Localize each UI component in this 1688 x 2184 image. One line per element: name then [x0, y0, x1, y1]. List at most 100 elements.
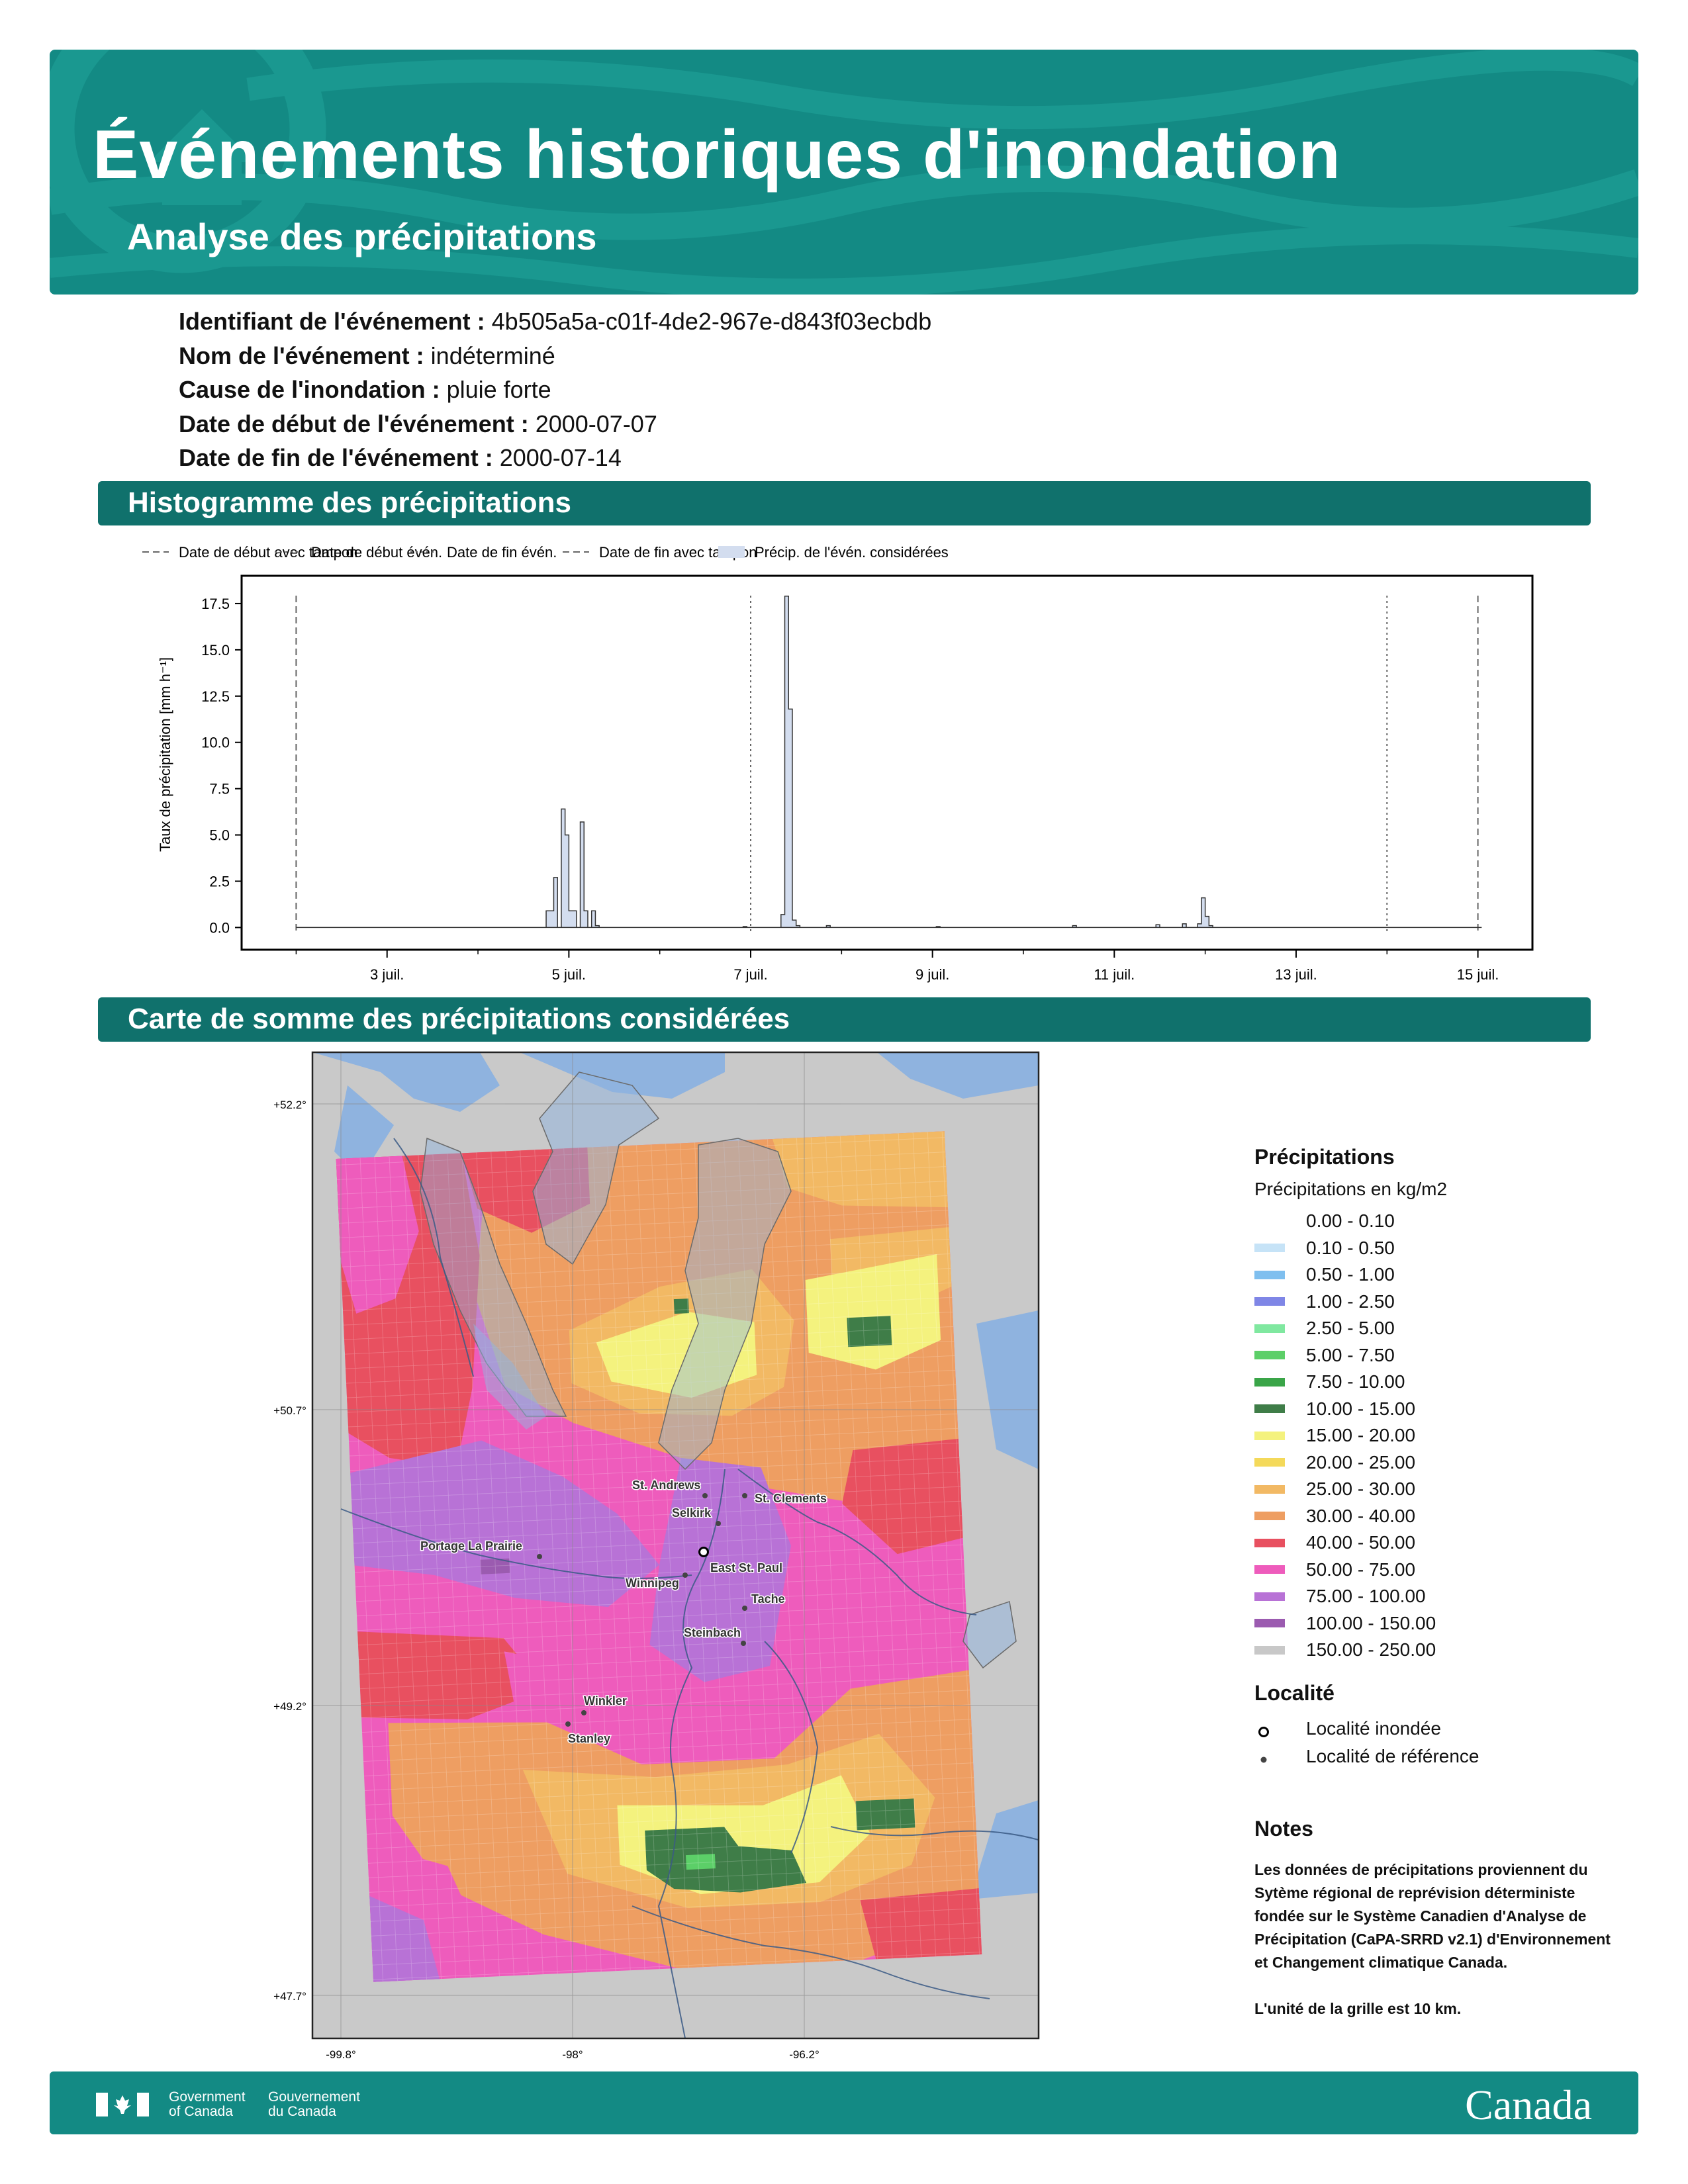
- lat-label: +52.2°: [273, 1099, 306, 1111]
- legend-item: 2.50 - 5.00: [1254, 1315, 1447, 1342]
- flood-cause-label: Cause de l'inondation :: [179, 376, 440, 403]
- flood-cause-row: Cause de l'inondation : pluie forte: [179, 373, 931, 407]
- flooded-place-marker: [698, 1547, 709, 1557]
- legend-item: 0.50 - 1.00: [1254, 1261, 1447, 1289]
- plot-frame: [240, 574, 1534, 951]
- reference-marker-icon: [1254, 1750, 1306, 1763]
- legend-item: 150.00 - 250.00: [1254, 1637, 1447, 1664]
- legend-item-label: 5.00 - 7.50: [1306, 1344, 1395, 1365]
- notes-text: Les données de précipitations proviennen…: [1254, 1861, 1611, 1971]
- legend-item-label: 10.00 - 15.00: [1306, 1398, 1416, 1419]
- legend-item: 30.00 - 40.00: [1254, 1503, 1447, 1530]
- legend-item-label: 40.00 - 50.00: [1306, 1532, 1416, 1553]
- legend-swatch: [1254, 1565, 1285, 1574]
- reference-place-marker: [741, 1641, 746, 1646]
- y-tick-label: 7.5: [209, 781, 230, 797]
- page-title: Événements historiques d'inondation: [93, 116, 1341, 193]
- legend-item: 100.00 - 150.00: [1254, 1610, 1447, 1637]
- legend-item: 1.00 - 2.50: [1254, 1289, 1447, 1316]
- legend-item: 15.00 - 20.00: [1254, 1422, 1447, 1449]
- legend-item-label: 0.00 - 0.10: [1306, 1210, 1395, 1232]
- reference-place-marker: [702, 1493, 708, 1498]
- histogram-section-header: Histogramme des précipitations: [98, 481, 1591, 525]
- page-subtitle: Analyse des précipitations: [127, 216, 597, 257]
- y-axis-label: Taux de précipitation [mm h⁻¹]: [157, 657, 173, 852]
- precipitation-map: St. Andrews St. Clements Selkirk Portage La…: [273, 1051, 1040, 2061]
- legend-subtitle: Précipitations en kg/m2: [1254, 1179, 1448, 1199]
- legend-label: Date de début avec tampon: [179, 544, 357, 561]
- legend-item-label: 1.00 - 2.50: [1306, 1291, 1395, 1312]
- x-tick-label: 3 juil.: [370, 966, 404, 983]
- canada-wordmark: Canada: [1465, 2081, 1592, 2128]
- x-tick-label: 7 juil.: [733, 966, 767, 983]
- legend-item-label: 75.00 - 100.00: [1306, 1586, 1426, 1607]
- x-tick-label: 13 juil.: [1275, 966, 1317, 983]
- legend-swatch: [1254, 1216, 1285, 1226]
- legend-swatch: [1254, 1297, 1285, 1306]
- legend-swatch: [1254, 1377, 1285, 1387]
- legend-label: Date de fin évén.: [447, 544, 557, 561]
- place-label: Steinbach: [684, 1626, 741, 1639]
- legend-item: 0.00 - 0.10: [1254, 1208, 1447, 1235]
- place-label: Selkirk: [672, 1506, 712, 1520]
- reference-place-marker: [565, 1721, 571, 1727]
- notes-grid-unit: L'unité de la grille est 10 km.: [1254, 2000, 1462, 2017]
- legend-items: 0.00 - 0.10 0.10 - 0.50 0.50 - 1.00 1.00 - …: [1254, 1208, 1447, 1664]
- histogram-bars: [295, 596, 1482, 933]
- precipitation-legend: Précipitations Précipitations en kg/m2 0…: [1254, 1145, 1447, 1664]
- event-id-label: Identifiant de l'événement :: [179, 308, 485, 335]
- map-places: St. Andrews St. Clements Selkirk Portage La…: [420, 1478, 828, 1747]
- event-name-value: indéterminé: [430, 341, 555, 369]
- legend-item-label: 100.00 - 150.00: [1306, 1612, 1436, 1633]
- header-banner: Événements historiques d'inondation Anal…: [50, 50, 1638, 295]
- legend-item-label: 0.10 - 0.50: [1306, 1237, 1395, 1258]
- gov-fr-line2: du Canada: [268, 2104, 336, 2119]
- locality-flooded-item: Localité inondée: [1254, 1715, 1479, 1743]
- place-label: Stanley: [568, 1732, 610, 1745]
- legend-item-label: 50.00 - 75.00: [1306, 1559, 1416, 1580]
- start-date-label: Date de début de l'événement :: [179, 410, 529, 437]
- map-section-title: Carte de somme des précipitations consid…: [128, 1003, 790, 1035]
- place-label: Tache: [751, 1592, 785, 1606]
- legend-swatch: [1254, 1484, 1285, 1494]
- x-tick-label: 15 juil.: [1457, 966, 1499, 983]
- legend-item-label: 7.50 - 10.00: [1306, 1371, 1405, 1392]
- reference-place-marker: [682, 1572, 688, 1578]
- gov-fr: Gouvernement du Canada: [268, 2090, 360, 2119]
- legend-item: 50.00 - 75.00: [1254, 1557, 1447, 1584]
- legend-item: 10.00 - 15.00: [1254, 1396, 1447, 1423]
- start-date-row: Date de début de l'événement : 2000-07-0…: [179, 407, 931, 441]
- lon-label: -98°: [562, 2048, 583, 2061]
- legend-item-label: 15.00 - 20.00: [1306, 1425, 1416, 1446]
- legend-item: 20.00 - 25.00: [1254, 1449, 1447, 1477]
- locality-reference-label: Localité de référence: [1306, 1746, 1479, 1766]
- flood-cause-value: pluie forte: [446, 376, 551, 403]
- gov-fr-line1: Gouvernement: [268, 2089, 360, 2105]
- map-content: St. Andrews St. Clements Selkirk Portage La…: [312, 1052, 1039, 2038]
- lon-label: -96.2°: [789, 2048, 820, 2061]
- end-date-value: 2000-07-14: [499, 444, 622, 471]
- event-name-label: Nom de l'événement :: [179, 341, 424, 369]
- longitude-labels: -99.8° -98° -96.2°: [326, 2048, 820, 2061]
- lat-label: +50.7°: [273, 1404, 306, 1417]
- locality-flooded-label: Localité inondée: [1306, 1718, 1441, 1739]
- legend-item-label: 30.00 - 40.00: [1306, 1505, 1416, 1526]
- place-label: Portage La Prairie: [420, 1539, 522, 1553]
- legend-swatch: [1254, 1404, 1285, 1414]
- event-id-value: 4b505a5a-c01f-4de2-967e-d843f03ecbdb: [491, 308, 932, 335]
- histogram-axes: 0.0 2.5 5.0 7.5 10.0 12.5 15.0 17.5 3 juil. 5 jui…: [201, 574, 1534, 983]
- lon-label: -99.8°: [326, 2048, 356, 2061]
- legend-item-label: 2.50 - 5.00: [1306, 1318, 1395, 1339]
- event-id-row: Identifiant de l'événement : 4b505a5a-c0…: [179, 304, 931, 339]
- canada-flag-icon: [96, 2093, 149, 2116]
- locality-reference-item: Localité de référence: [1254, 1743, 1479, 1770]
- locality-legend: Localité Localité inondée Localité de ré…: [1254, 1681, 1479, 1770]
- x-tick-label: 9 juil.: [915, 966, 949, 983]
- legend-item-label: 0.50 - 1.00: [1306, 1264, 1395, 1285]
- legend-swatch: [1254, 1512, 1285, 1521]
- y-tick-label: 2.5: [209, 874, 230, 890]
- gov-en: Government of Canada: [169, 2090, 246, 2119]
- legend-item: 75.00 - 100.00: [1254, 1583, 1447, 1610]
- legend-swatch: [1254, 1538, 1285, 1547]
